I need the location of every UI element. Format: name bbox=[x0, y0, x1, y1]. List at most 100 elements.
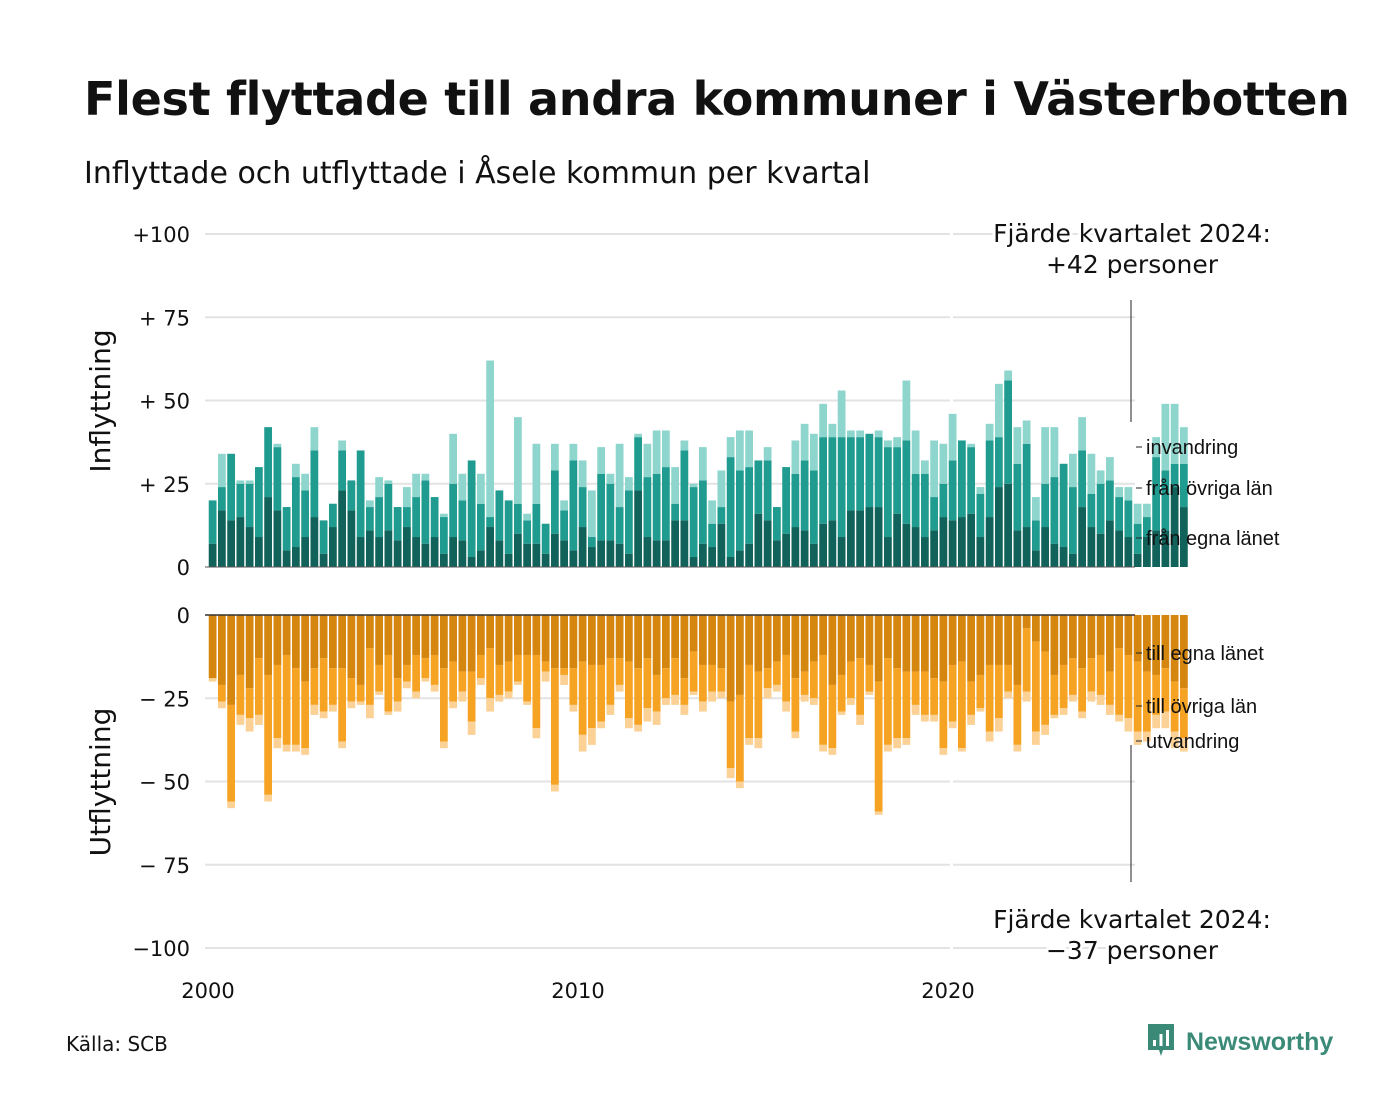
inflow-bar bbox=[393, 540, 402, 567]
outflow-bar bbox=[856, 714, 865, 725]
outflow-bar bbox=[328, 704, 337, 712]
outflow-bar bbox=[1170, 681, 1179, 732]
inflow-bar bbox=[393, 507, 402, 541]
outflow-bar bbox=[1031, 731, 1040, 745]
inflow-bar bbox=[837, 390, 846, 438]
outflow-bar bbox=[994, 718, 1003, 732]
outflow-bar bbox=[763, 668, 772, 689]
inflow-bar bbox=[763, 460, 772, 521]
inflow-bar bbox=[328, 527, 337, 567]
inflow-bar bbox=[523, 543, 532, 567]
inflow-bar bbox=[902, 380, 911, 441]
outflow-bar bbox=[402, 681, 411, 689]
outflow-bar bbox=[772, 615, 781, 662]
outflow-bar bbox=[920, 615, 929, 672]
inflow-bar bbox=[939, 483, 948, 518]
outflow-bar bbox=[365, 648, 374, 705]
inflow-bar bbox=[976, 487, 985, 494]
inflow-bar bbox=[930, 497, 939, 531]
outflow-bar bbox=[763, 688, 772, 699]
outflow-bar bbox=[1170, 731, 1179, 749]
inflow-bar bbox=[513, 533, 522, 567]
inflow-bar bbox=[217, 487, 226, 511]
outflow-bar bbox=[930, 615, 939, 679]
inflow-bar bbox=[717, 523, 726, 567]
y-tick-label-bottom: 0 bbox=[177, 604, 190, 628]
outflow-bar bbox=[486, 698, 495, 712]
outflow-bar bbox=[985, 731, 994, 742]
outflow-bar bbox=[837, 711, 846, 715]
outflow-bar bbox=[920, 671, 929, 715]
outflow-bar bbox=[384, 711, 393, 715]
inflow-bar bbox=[615, 443, 624, 508]
inflow-bar bbox=[717, 470, 726, 508]
inflow-bar bbox=[578, 527, 587, 567]
outflow-bar bbox=[245, 615, 254, 689]
inflow-bar bbox=[735, 430, 744, 471]
outflow-bar bbox=[930, 714, 939, 722]
outflow-bar bbox=[985, 615, 994, 665]
inflow-bar bbox=[846, 430, 855, 438]
inflow-bar bbox=[338, 450, 347, 491]
outflow-bar bbox=[550, 668, 559, 785]
outflow-bar bbox=[291, 744, 300, 752]
outflow-bar bbox=[569, 615, 578, 669]
inflow-bar bbox=[634, 490, 643, 567]
inflow-bar bbox=[837, 537, 846, 567]
outflow-bar bbox=[902, 671, 911, 739]
outflow-bar bbox=[254, 658, 263, 715]
inflow-bar bbox=[634, 433, 643, 438]
outflow-bar bbox=[615, 658, 624, 685]
outflow-bar bbox=[495, 615, 504, 665]
outflow-bar bbox=[791, 731, 800, 739]
outflow-bar bbox=[1022, 628, 1031, 692]
inflow-bar bbox=[245, 483, 254, 528]
outflow-bar bbox=[846, 661, 855, 699]
outflow-bar bbox=[412, 691, 421, 699]
inflow-bar bbox=[439, 513, 448, 518]
legend-label-top: från egna länet bbox=[1146, 528, 1280, 550]
outflow-bar bbox=[486, 615, 495, 649]
inflow-bar bbox=[828, 437, 837, 521]
outflow-bar bbox=[735, 615, 744, 695]
outflow-bar bbox=[939, 748, 948, 755]
inflow-bar bbox=[911, 430, 920, 474]
outflow-bar bbox=[791, 678, 800, 732]
inflow-bar bbox=[643, 477, 652, 538]
inflow-bar bbox=[365, 530, 374, 567]
inflow-bar bbox=[412, 537, 421, 567]
outflow-bar bbox=[402, 664, 411, 682]
outflow-bar bbox=[634, 668, 643, 725]
inflow-bar bbox=[476, 550, 485, 567]
outflow-bar bbox=[1004, 615, 1013, 665]
inflow-bar bbox=[680, 440, 689, 451]
inflow-bar bbox=[217, 510, 226, 567]
inflow-bar bbox=[652, 430, 661, 474]
inflow-bar bbox=[819, 523, 828, 567]
inflow-bar bbox=[421, 480, 430, 544]
inflow-bar bbox=[754, 513, 763, 567]
inflow-bar bbox=[439, 517, 448, 554]
outflow-bar bbox=[911, 671, 920, 705]
outflow-bar bbox=[1041, 724, 1050, 735]
outflow-bar bbox=[883, 658, 892, 745]
outflow-bar bbox=[523, 701, 532, 705]
outflow-bar bbox=[587, 615, 596, 665]
inflow-bar bbox=[264, 427, 273, 498]
inflow-bar bbox=[994, 383, 1003, 438]
outflow-bar bbox=[624, 661, 633, 719]
inflow-bar bbox=[708, 500, 717, 524]
outflow-bar bbox=[1078, 711, 1087, 719]
outflow-bar bbox=[319, 711, 328, 719]
outflow-bar bbox=[930, 678, 939, 715]
annotation-top-halo: +42 personer bbox=[1046, 250, 1219, 279]
inflow-bar bbox=[356, 450, 365, 538]
inflow-bar bbox=[985, 440, 994, 518]
inflow-bar bbox=[1087, 453, 1096, 494]
inflow-bar bbox=[1105, 520, 1114, 567]
inflow-bar bbox=[227, 520, 236, 567]
outflow-bar bbox=[819, 615, 828, 655]
outflow-bar bbox=[402, 615, 411, 665]
outflow-bar bbox=[504, 615, 513, 662]
outflow-bar bbox=[264, 615, 273, 675]
